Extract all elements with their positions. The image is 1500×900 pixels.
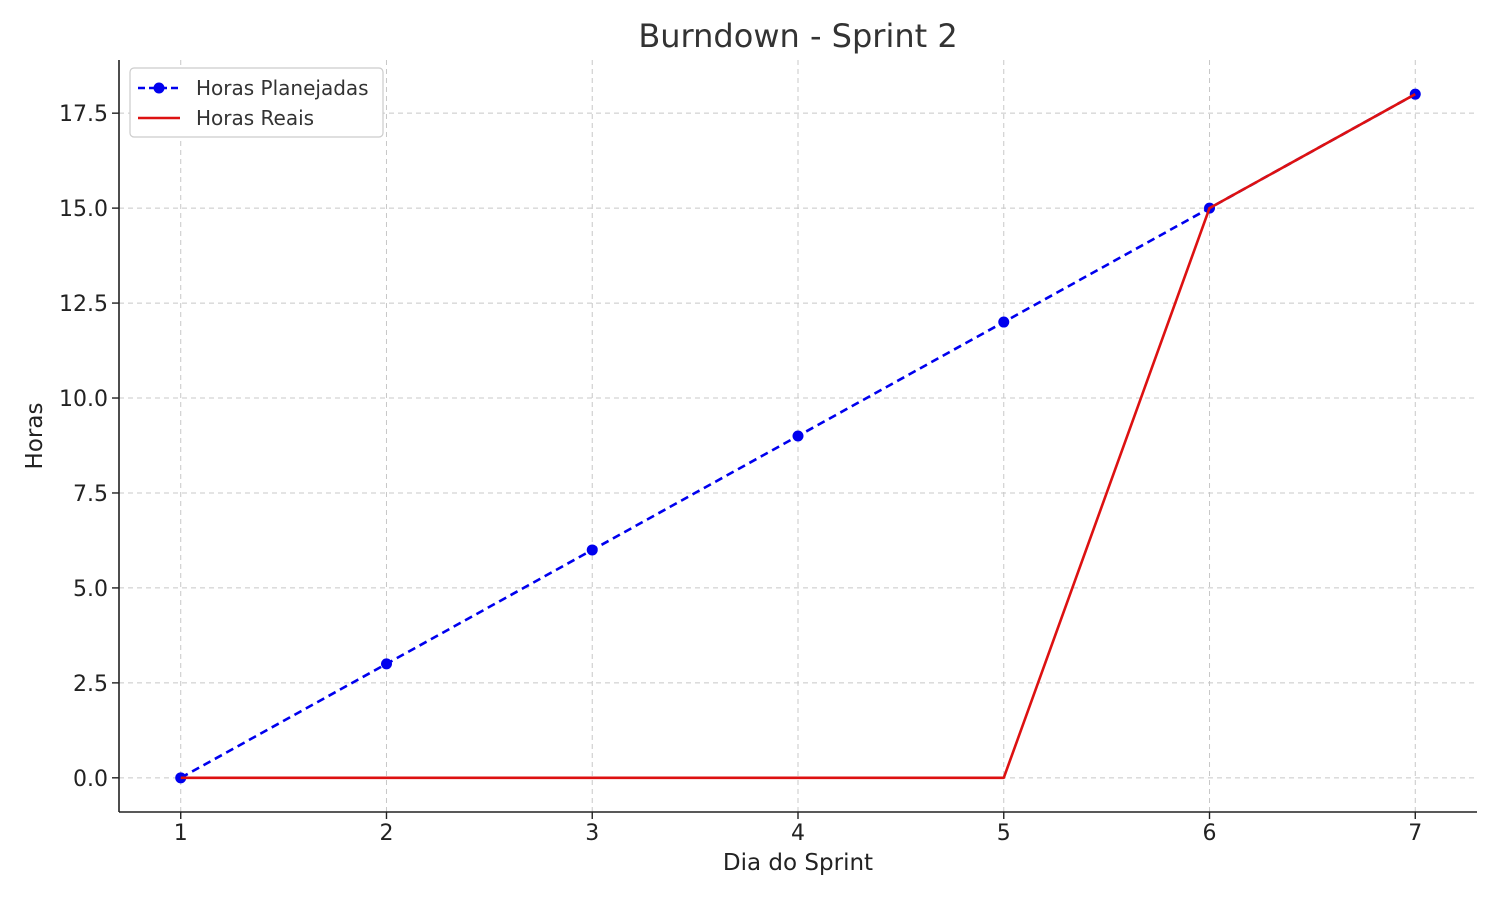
series-horas-reais	[180, 93, 1416, 780]
data-point-horas-planejadas	[175, 772, 187, 784]
legend-label-reais: Horas Reais	[196, 106, 314, 130]
x-tick-label: 2	[379, 821, 393, 846]
legend: Horas Planejadas Horas Reais	[129, 67, 384, 138]
data-point-horas-planejadas	[586, 544, 598, 556]
data-point-horas-planejadas	[380, 658, 392, 670]
x-tick-label: 6	[1203, 821, 1217, 846]
y-tick-label: 2.5	[73, 672, 108, 697]
x-tick-label: 5	[997, 821, 1011, 846]
data-point-horas-planejadas	[792, 430, 804, 442]
legend-marker-planejadas	[153, 82, 165, 94]
y-tick-label: 10.0	[59, 387, 108, 412]
legend-label-planejadas: Horas Planejadas	[196, 76, 369, 100]
ticks: 1 2 3 4 5 6 7 0.0 2.5 5.0 7.5 10.0 12.5 15.0 17.5	[59, 102, 1422, 846]
x-tick-label: 1	[174, 821, 188, 846]
series	[175, 88, 1421, 784]
data-point-horas-planejadas	[1409, 88, 1421, 100]
y-tick-label: 17.5	[59, 102, 108, 127]
y-axis-label: Horas	[22, 403, 48, 470]
x-tick-label: 3	[585, 821, 599, 846]
series-line-horas-reais	[180, 93, 1416, 780]
y-tick-label: 15.0	[59, 197, 108, 222]
x-tick-label: 7	[1408, 821, 1422, 846]
chart-title: Burndown - Sprint 2	[638, 17, 957, 55]
x-axis-label: Dia do Sprint	[723, 850, 873, 876]
data-point-horas-planejadas	[998, 316, 1010, 328]
legend-box	[129, 67, 384, 138]
y-tick-label: 7.5	[73, 482, 108, 507]
x-tick-label: 4	[791, 821, 805, 846]
y-tick-label: 5.0	[73, 577, 108, 602]
y-tick-label: 0.0	[73, 767, 108, 792]
y-tick-label: 12.5	[59, 292, 108, 317]
